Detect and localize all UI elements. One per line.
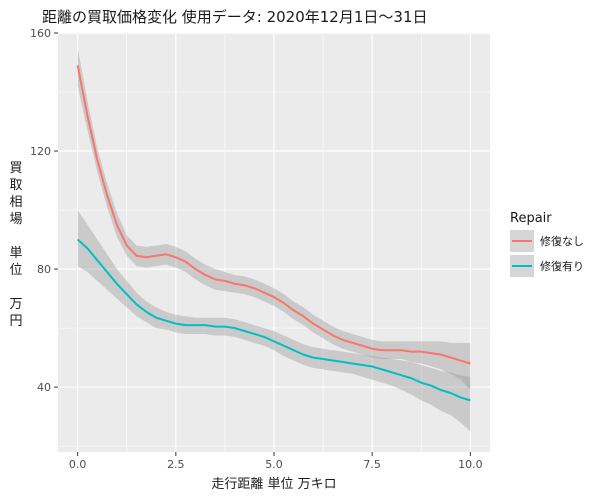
y-axis-title-char: 場 [9, 212, 22, 227]
y-tick-label: 160 [30, 27, 51, 40]
confidence-band-1 [77, 210, 471, 432]
x-axis-ticks: 0.0 2.5 5.0 7.5 10.0 [69, 452, 483, 471]
y-axis-title-char: 買 [9, 161, 22, 176]
x-tick-label: 0.0 [69, 458, 87, 471]
legend-label: 修復有り [540, 259, 584, 273]
y-axis-title-char: 取 [9, 178, 22, 193]
x-tick-label: 2.5 [167, 458, 185, 471]
y-tick-label: 120 [30, 145, 51, 158]
x-tick-label: 10.0 [458, 458, 483, 471]
confidence-bands [77, 47, 471, 432]
y-tick-label: 40 [37, 381, 51, 394]
y-axis-title-char: 円 [9, 314, 22, 329]
x-tick-label: 7.5 [363, 458, 381, 471]
chart-title: 距離の買取価格変化 使用データ: 2020年12月1日～31日 [42, 8, 427, 26]
confidence-band-0 [77, 47, 471, 391]
x-axis-title: 走行距離 単位 万キロ [211, 476, 336, 492]
series-line-0 [76, 65, 471, 365]
y-axis-title-char: 位 [9, 263, 22, 278]
y-axis-ticks: 40 80 120 160 [30, 27, 58, 394]
legend-label: 修復なし [540, 234, 584, 248]
series-line-1 [76, 238, 471, 402]
grid-major [58, 32, 490, 452]
y-tick-label: 80 [37, 263, 51, 276]
series-lines [76, 65, 471, 402]
x-tick-label: 5.0 [265, 458, 283, 471]
y-axis-title-char: 相 [9, 195, 22, 210]
legend-title: Repair [510, 211, 552, 226]
y-axis-title-char: 単 [9, 245, 22, 261]
y-axis-title-char: 万 [9, 297, 22, 312]
